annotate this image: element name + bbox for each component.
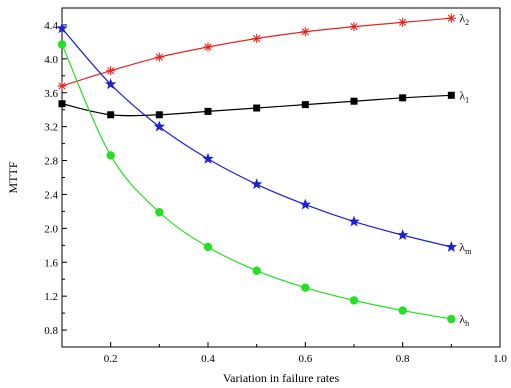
data-point-lambda-1 [253, 104, 261, 112]
data-point-lambda-h [398, 306, 407, 315]
data-point-lambda-1 [107, 111, 115, 119]
data-point-lambda-2 [300, 27, 310, 37]
series-label-lambda-h: λh [459, 312, 469, 328]
series-labels: λ2 λ1 λm λh [459, 11, 472, 328]
y-tick-label: 3.2 [44, 122, 58, 134]
series-line-lambda-m [61, 27, 452, 248]
data-point-lambda-m [445, 240, 458, 252]
data-point-lambda-m [153, 120, 166, 132]
series-line-lambda-2 [61, 17, 452, 87]
y-tick-label: 0.8 [44, 325, 58, 337]
data-point-lambda-h [252, 266, 261, 275]
x-tick-label: 0.2 [104, 353, 118, 365]
x-axis-title: Variation in failure rates [223, 371, 340, 385]
data-point-lambda-h [447, 314, 456, 324]
data-point-lambda-2 [398, 17, 408, 27]
data-point-lambda-h [203, 242, 213, 252]
ticks: 0.2 0.4 0.6 0.8 1.0 0.8 1.2 1.6 2.0 2.4 2.8 3.2 3.6 4… [44, 7, 507, 365]
series-label-lambda-1: λ1 [459, 88, 469, 104]
y-tick-label: 2.0 [44, 223, 58, 235]
data-point-lambda-1 [301, 101, 309, 109]
data-point-lambda-2 [446, 13, 456, 23]
data-point-lambda-m [202, 152, 214, 164]
series-label-lambda-m: λm [459, 240, 472, 256]
series-label-lambda-2: λ2 [459, 11, 469, 27]
data-point-lambda-1 [58, 100, 66, 108]
y-tick-label: 1.6 [44, 257, 58, 269]
data-point-lambda-h [349, 296, 359, 305]
y-tick-label: 1.2 [44, 291, 58, 303]
data-point-lambda-2 [57, 81, 67, 91]
y-tick-label: 2.4 [44, 189, 58, 201]
x-tick-label: 0.4 [201, 353, 215, 365]
x-tick-label: 0.6 [298, 353, 312, 365]
data-point-lambda-2 [252, 34, 262, 44]
series-lambda-h [57, 40, 456, 324]
y-tick-label: 2.8 [44, 156, 58, 168]
data-point-lambda-1 [204, 107, 212, 115]
x-tick-label: 0.8 [396, 353, 410, 365]
y-tick-label: 4.4 [44, 20, 58, 32]
y-axis-title: MTTF [6, 161, 20, 193]
series-lambda-m [56, 22, 458, 252]
data-point-lambda-m [348, 215, 360, 227]
data-point-lambda-m [299, 198, 312, 210]
data-point-lambda-2 [203, 42, 213, 52]
data-point-lambda-h [57, 40, 67, 49]
x-tick-label: 1.0 [493, 353, 507, 365]
y-tick-label: 4.0 [44, 54, 58, 66]
data-point-lambda-2 [154, 52, 164, 62]
data-point-lambda-h [155, 208, 164, 217]
data-point-lambda-1 [155, 111, 163, 119]
y-tick-label: 3.6 [44, 88, 58, 100]
axes [61, 7, 501, 348]
series-lambda-1 [58, 91, 455, 119]
series-lambda-2 [57, 13, 456, 91]
data-point-lambda-m [396, 229, 409, 240]
data-point-lambda-m [56, 22, 68, 34]
data-point-lambda-1 [447, 91, 455, 99]
data-point-lambda-1 [399, 94, 407, 102]
data-point-lambda-2 [349, 22, 359, 32]
data-point-lambda-2 [106, 66, 116, 76]
plot-frame [61, 7, 501, 348]
series-layer [56, 13, 458, 324]
data-point-lambda-h [106, 151, 115, 160]
data-point-lambda-m [250, 178, 263, 190]
data-point-lambda-1 [350, 97, 358, 105]
data-point-lambda-h [301, 283, 310, 292]
data-point-lambda-m [104, 78, 117, 90]
